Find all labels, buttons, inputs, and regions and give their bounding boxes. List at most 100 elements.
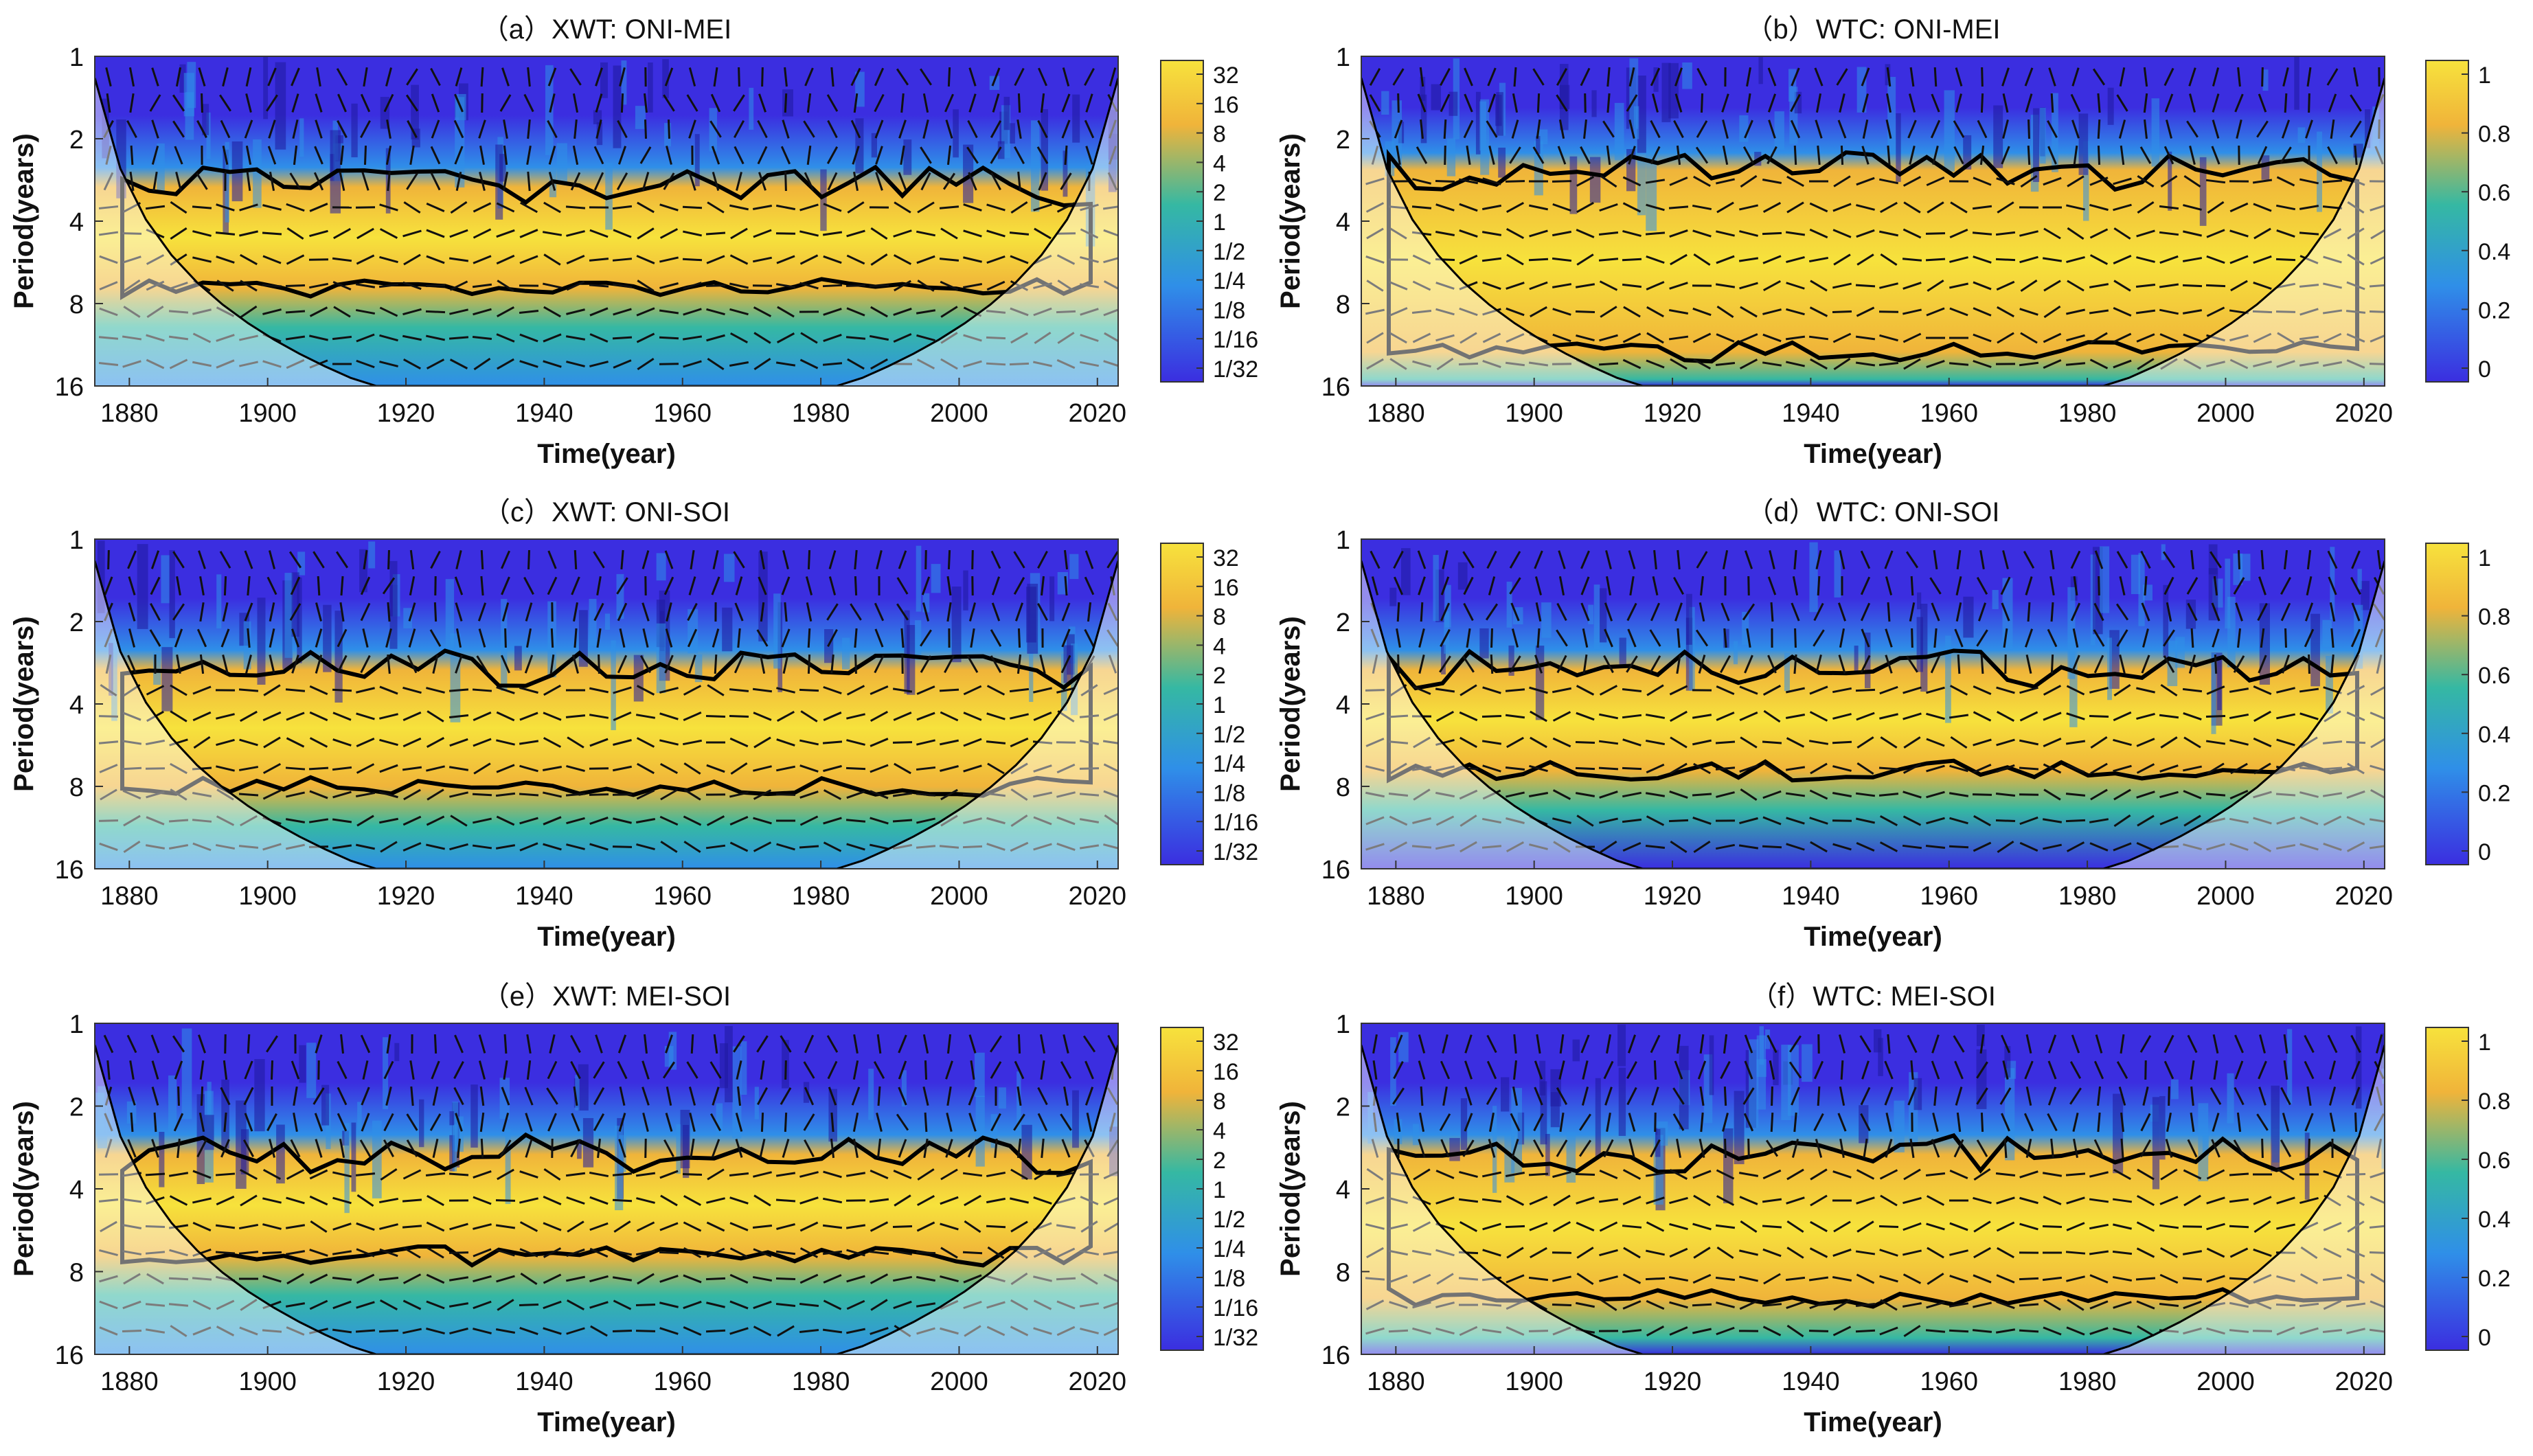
y-tick-label: 4 (69, 1176, 84, 1205)
colorbar-tick-label: 1/8 (1213, 297, 1245, 323)
colorbar-tick-label: 1/4 (1213, 751, 1245, 777)
x-tick-label: 1940 (515, 882, 573, 911)
y-tick-label: 16 (55, 1341, 84, 1370)
colorbar-tick-label: 16 (1213, 1059, 1239, 1085)
x-tick-label: 1940 (515, 399, 573, 428)
y-tick-label: 4 (69, 691, 84, 720)
y-tick-label: 1 (1336, 1010, 1350, 1039)
y-tick-label: 16 (55, 373, 84, 402)
phase-arrows (1365, 1034, 2385, 1338)
colorbar-tick-label: 2 (1213, 1148, 1226, 1174)
x-tick-label: 1980 (2058, 399, 2117, 428)
colorbar-tick-label: 8 (1213, 604, 1226, 630)
x-tick-label: 1980 (792, 882, 850, 911)
x-tick-label: 1900 (238, 399, 297, 428)
x-tick-label: 1960 (1920, 1367, 1978, 1396)
wavelet-field-e (95, 1023, 1118, 1354)
colorbar-tick-label: 1/16 (1213, 327, 1258, 353)
x-tick-label: 1940 (1782, 882, 1840, 911)
y-axis-label: Period(years) (1275, 1101, 1306, 1277)
x-axis-label: Time(year) (1804, 1407, 1942, 1437)
y-tick-label: 4 (69, 208, 84, 237)
y-tick-label: 1 (1336, 526, 1350, 555)
wavelet-field-d (1361, 539, 2385, 869)
colorbar-tick-label: 0.2 (2478, 1266, 2510, 1292)
y-tick-label: 16 (1321, 856, 1350, 885)
colorbar-tick-label: 16 (1213, 575, 1239, 601)
x-tick-label: 1960 (653, 399, 712, 428)
x-tick-label: 2000 (930, 1367, 988, 1396)
x-tick-label: 1940 (515, 1367, 573, 1396)
colorbar (1160, 60, 1204, 383)
y-tick-label: 2 (1336, 126, 1350, 155)
panel-title: （d）WTC: ONI-SOI (1747, 497, 2000, 527)
colorbar-tick-label: 1/32 (1213, 1325, 1258, 1351)
colorbar-tick-label: 1/8 (1213, 1266, 1245, 1292)
x-tick-label: 1980 (2058, 1367, 2117, 1396)
y-axis-label: Period(years) (9, 1101, 39, 1277)
y-tick-label: 4 (1336, 691, 1350, 720)
y-tick-label: 1 (69, 526, 84, 555)
x-tick-label: 1980 (792, 399, 850, 428)
significance-contour (120, 1132, 1093, 1268)
colorbar-tick-label: 16 (1213, 92, 1239, 118)
x-axis-label: Time(year) (537, 922, 676, 952)
significance-contour (1387, 1133, 2359, 1309)
panel-title: （c）XWT: ONI-SOI (483, 497, 730, 527)
colorbar-tick-label: 1/32 (1213, 839, 1258, 865)
y-tick-label: 1 (69, 43, 84, 72)
colorbar-tick-label: 0.4 (2478, 722, 2510, 748)
x-tick-label: 1920 (1644, 399, 1702, 428)
panel-title: （e）XWT: MEI-SOI (482, 981, 731, 1012)
colorbar-tick-label: 4 (1213, 150, 1226, 177)
colorbar-tick-label: 1/16 (1213, 1295, 1258, 1321)
panel-d: （d）WTC: ONI-SOI 1880 1900 1920 1940 1960 1980 2… (1275, 497, 2510, 952)
x-tick-label: 1920 (1644, 1367, 1702, 1396)
significance-contour (120, 648, 1093, 798)
y-tick-label: 2 (1336, 608, 1350, 637)
x-tick-label: 1920 (1644, 882, 1702, 911)
significance-contour (120, 164, 1093, 301)
x-axis-label: Time(year) (537, 439, 676, 469)
y-tick-label: 8 (69, 1259, 84, 1288)
y-axis-label: Period(years) (9, 616, 39, 792)
x-tick-label: 2020 (1069, 882, 1127, 911)
y-axis-label: Period(years) (9, 133, 39, 309)
colorbar-tick-label: 1/2 (1213, 722, 1245, 748)
panel-c: （c）XWT: ONI-SOI 1880 1900 1920 1940 1960 1980 2… (9, 497, 1258, 952)
y-tick-label: 16 (55, 856, 84, 885)
phase-arrows (98, 67, 1118, 371)
wavelet-field-f (1361, 1023, 2385, 1354)
significance-contour (1387, 648, 2359, 784)
colorbar-tick-label: 0.8 (2478, 604, 2510, 630)
x-tick-label: 1980 (2058, 882, 2117, 911)
x-tick-label: 1880 (1367, 399, 1425, 428)
colorbar-tick-label: 8 (1213, 122, 1226, 148)
colorbar-tick-label: 0 (2478, 839, 2491, 865)
y-tick-label: 2 (1336, 1093, 1350, 1122)
colorbar-tick-label: 2 (1213, 180, 1226, 206)
colorbar-tick-label: 1/4 (1213, 269, 1245, 295)
y-tick-label: 1 (1336, 43, 1350, 72)
colorbar-tick-label: 1 (2478, 1030, 2491, 1056)
y-tick-label: 16 (1321, 1341, 1350, 1370)
colorbar-tick-label: 1 (1213, 692, 1226, 718)
y-tick-label: 8 (69, 773, 84, 802)
phase-arrows (98, 1034, 1118, 1338)
x-tick-label: 1940 (1782, 1367, 1840, 1396)
colorbar-tick-label: 0 (2478, 356, 2491, 383)
phase-arrows (1365, 67, 2385, 371)
panel-b: （b）WTC: ONI-MEI 1880 1900 1920 1940 1960 1980 2… (1275, 14, 2510, 469)
colorbar-tick-label: 0 (2478, 1325, 2491, 1351)
phase-arrows (98, 549, 1118, 854)
x-tick-label: 1980 (792, 1367, 850, 1396)
x-tick-label: 2020 (2335, 882, 2394, 911)
colorbar (2425, 60, 2469, 383)
colorbar-tick-label: 0.4 (2478, 1207, 2510, 1233)
x-tick-label: 1880 (100, 399, 159, 428)
y-axis-label: Period(years) (1275, 616, 1306, 792)
colorbar-tick-label: 0.6 (2478, 663, 2510, 689)
x-tick-label: 2000 (930, 399, 988, 428)
x-tick-label: 1920 (377, 882, 435, 911)
